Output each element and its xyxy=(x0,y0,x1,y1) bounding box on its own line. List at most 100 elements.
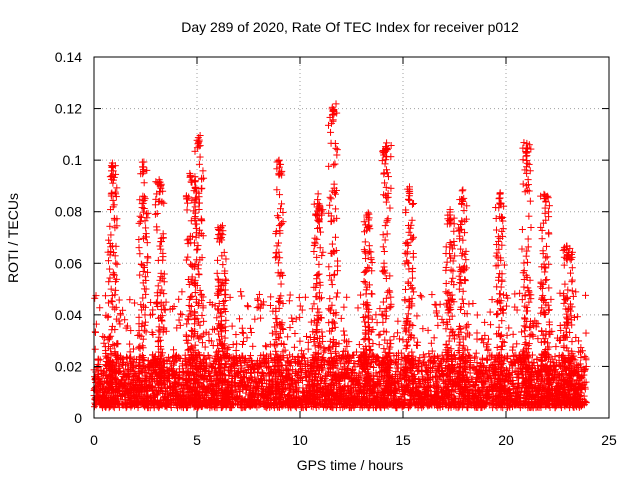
data-point xyxy=(325,319,333,327)
data-point xyxy=(232,331,240,339)
data-point xyxy=(552,343,560,351)
data-point xyxy=(375,331,383,339)
data-point xyxy=(239,329,247,337)
data-point xyxy=(135,313,143,321)
data-point xyxy=(343,293,351,301)
data-point xyxy=(473,329,481,337)
data-point xyxy=(433,312,441,320)
data-point xyxy=(337,314,345,322)
data-point xyxy=(228,322,236,330)
data-point xyxy=(290,343,298,351)
data-point xyxy=(301,293,309,301)
data-point xyxy=(106,265,114,273)
data-point xyxy=(286,291,294,299)
data-point xyxy=(288,314,296,322)
data-point xyxy=(303,332,311,340)
data-point xyxy=(91,328,99,336)
data-point xyxy=(340,303,348,311)
data-point xyxy=(582,291,590,299)
data-point xyxy=(511,290,519,298)
data-point xyxy=(255,290,263,298)
data-point xyxy=(344,364,352,372)
data-point xyxy=(116,320,124,328)
data-point xyxy=(376,330,384,338)
data-point xyxy=(469,300,477,308)
data-point xyxy=(262,342,270,350)
data-point xyxy=(375,341,383,349)
data-point xyxy=(513,340,521,348)
data-point xyxy=(131,299,139,307)
data-point xyxy=(284,333,292,341)
data-point xyxy=(178,288,186,296)
data-point xyxy=(341,331,349,339)
data-points xyxy=(90,100,590,412)
data-point xyxy=(109,179,117,187)
data-point xyxy=(268,329,276,337)
data-point xyxy=(394,329,402,337)
data-point xyxy=(107,285,115,293)
data-point xyxy=(522,323,530,331)
data-point xyxy=(233,340,241,348)
data-point xyxy=(495,323,503,331)
data-point xyxy=(480,383,488,391)
data-point xyxy=(177,310,185,318)
chart-title: Day 289 of 2020, Rate Of TEC Index for r… xyxy=(181,19,519,35)
data-point xyxy=(576,348,584,356)
data-point xyxy=(239,340,247,348)
data-point xyxy=(473,335,481,343)
data-point xyxy=(355,341,363,349)
data-point xyxy=(126,340,134,348)
data-point xyxy=(178,311,186,319)
data-point xyxy=(236,315,244,323)
data-point xyxy=(124,365,132,373)
data-point xyxy=(436,300,444,308)
data-point xyxy=(496,290,504,298)
data-point xyxy=(326,295,334,303)
data-point xyxy=(115,296,123,304)
data-point xyxy=(509,343,517,351)
data-point xyxy=(393,364,401,372)
data-point xyxy=(267,293,275,301)
data-point xyxy=(121,316,129,324)
data-point xyxy=(237,288,245,296)
data-point xyxy=(295,294,303,302)
data-point xyxy=(518,328,526,336)
data-point xyxy=(251,315,259,323)
data-point xyxy=(200,317,208,325)
data-point xyxy=(238,324,246,332)
data-point xyxy=(94,356,102,364)
data-point xyxy=(502,366,510,374)
data-point xyxy=(472,349,480,357)
data-point xyxy=(247,352,255,360)
data-point xyxy=(307,318,315,326)
data-point xyxy=(108,298,116,306)
data-point xyxy=(170,346,178,354)
data-point xyxy=(485,335,493,343)
data-point xyxy=(285,297,293,305)
data-point xyxy=(372,311,380,319)
data-point xyxy=(243,302,251,310)
data-point xyxy=(418,293,426,301)
data-point xyxy=(304,345,312,353)
data-point xyxy=(243,334,251,342)
data-point xyxy=(525,324,533,332)
data-point xyxy=(171,358,179,366)
data-point xyxy=(253,304,261,312)
data-point xyxy=(509,330,517,338)
data-point xyxy=(109,196,117,204)
data-point xyxy=(242,389,250,397)
data-point xyxy=(209,325,217,333)
data-point xyxy=(96,304,104,312)
data-point xyxy=(254,296,262,304)
data-point xyxy=(432,301,440,309)
data-point xyxy=(249,342,257,350)
data-point xyxy=(126,296,134,304)
data-point xyxy=(222,316,230,324)
data-point xyxy=(291,329,299,337)
data-point xyxy=(101,292,109,300)
data-point xyxy=(99,332,107,340)
data-point xyxy=(257,314,265,322)
data-point xyxy=(458,295,466,303)
data-point xyxy=(581,385,589,393)
